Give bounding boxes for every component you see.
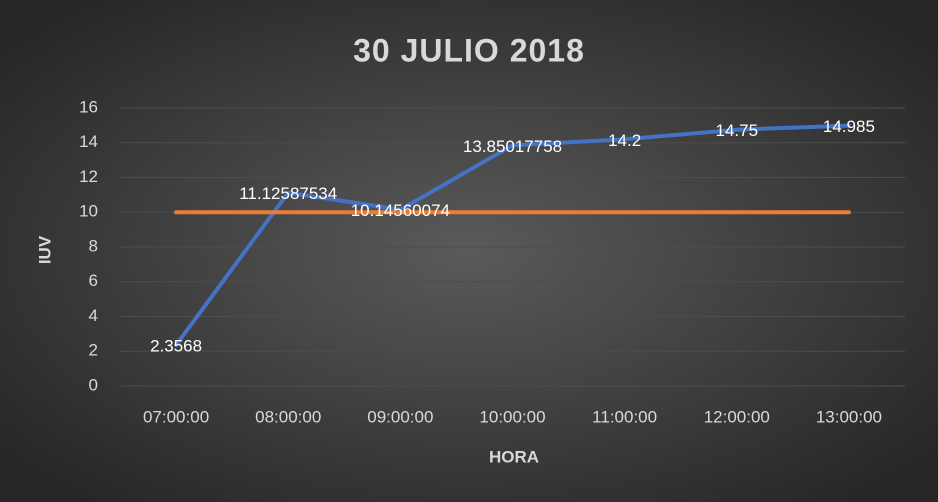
y-tick-label: 6 xyxy=(89,271,98,290)
y-tick-label: 10 xyxy=(79,202,98,221)
x-tick-label: 12:00:00 xyxy=(704,407,770,426)
y-tick-label: 16 xyxy=(79,97,98,116)
data-label: 13.85017758 xyxy=(463,137,562,156)
y-tick-label: 14 xyxy=(79,132,98,151)
data-label: 14.985 xyxy=(823,117,875,136)
y-tick-label: 12 xyxy=(79,167,98,186)
x-tick-label: 07:00:00 xyxy=(143,407,209,426)
y-tick-label: 2 xyxy=(89,341,98,360)
data-label: 14.75 xyxy=(716,121,759,140)
y-axis-title: IUV xyxy=(35,235,54,264)
x-tick-label: 13:00:00 xyxy=(816,407,882,426)
x-tick-label: 10:00:00 xyxy=(479,407,545,426)
x-tick-label: 09:00:00 xyxy=(367,407,433,426)
x-axis-title: HORA xyxy=(489,447,539,466)
data-label: 14.2 xyxy=(608,131,641,150)
y-tick-label: 4 xyxy=(89,306,98,325)
y-tick-label: 8 xyxy=(89,236,98,255)
data-label: 10.14560074 xyxy=(351,201,450,220)
chart-title: 30 JULIO 2018 xyxy=(353,32,585,68)
series-line xyxy=(174,123,851,348)
y-tick-label: 0 xyxy=(89,375,98,394)
data-label: 2.3568 xyxy=(150,337,202,356)
data-label: 11.12587534 xyxy=(239,184,337,203)
x-tick-label: 11:00:00 xyxy=(592,407,657,426)
x-tick-label: 08:00:00 xyxy=(255,407,321,426)
